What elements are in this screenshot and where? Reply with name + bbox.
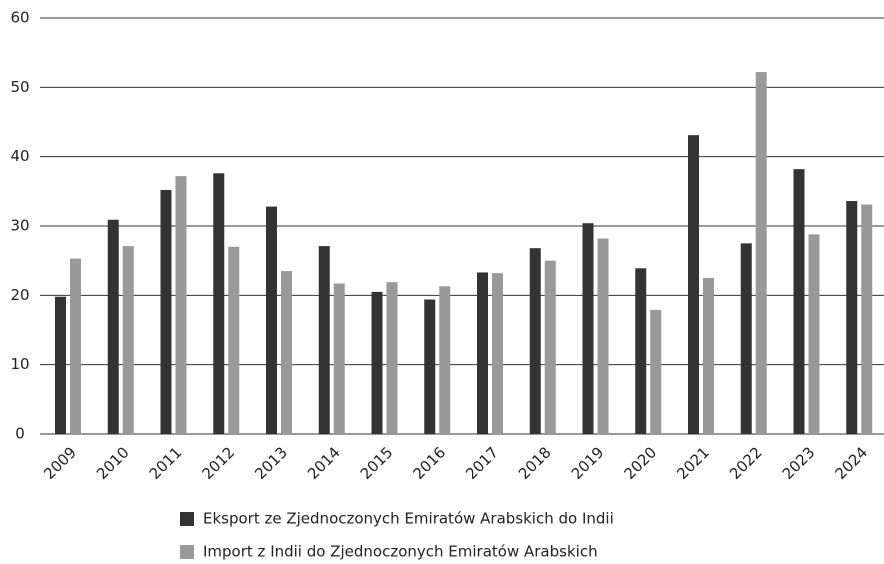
- bar: [318, 246, 330, 434]
- bar: [529, 248, 541, 434]
- x-tick-label: 2022: [726, 443, 766, 483]
- y-tick-label: 30: [10, 217, 29, 235]
- legend-swatch: [180, 512, 194, 526]
- bar: [160, 189, 172, 434]
- bar: [597, 238, 609, 434]
- x-tick-label: 2010: [93, 443, 133, 483]
- x-tick-label: 2019: [568, 443, 608, 483]
- bar: [281, 271, 292, 434]
- bar: [703, 278, 714, 434]
- bar: [688, 135, 699, 434]
- x-tick-label: 2021: [673, 443, 713, 483]
- bar: [793, 169, 805, 434]
- bar: [740, 243, 752, 434]
- bar: [846, 201, 858, 434]
- bar: [808, 234, 820, 434]
- x-tick-label: 2015: [357, 443, 397, 483]
- bar: [371, 291, 383, 434]
- y-tick-label: 10: [10, 355, 29, 373]
- bar: [333, 283, 345, 434]
- y-tick-label: 60: [10, 9, 29, 27]
- legend-label: Import z Indii do Zjednoczonych Emiratów…: [203, 543, 598, 561]
- bar: [439, 286, 451, 434]
- bar: [424, 299, 436, 434]
- legend-swatch: [180, 545, 194, 559]
- y-tick-label: 20: [10, 286, 29, 304]
- bar: [266, 206, 277, 434]
- x-tick-label: 2017: [462, 443, 502, 483]
- legend-label: Eksport ze Zjednoczonych Emiratów Arabsk…: [203, 510, 614, 528]
- x-tick-label: 2009: [40, 443, 80, 483]
- bar: [70, 258, 81, 434]
- y-tick-label: 50: [10, 78, 29, 96]
- bar: [228, 246, 240, 434]
- bar: [477, 272, 488, 434]
- x-tick-label: 2011: [146, 443, 186, 483]
- x-tick-label: 2023: [779, 443, 819, 483]
- x-tick-label: 2013: [251, 443, 291, 483]
- bar: [55, 296, 66, 434]
- x-tick-label: 2014: [304, 443, 344, 483]
- bar: [755, 72, 767, 434]
- bar: [582, 223, 594, 434]
- bar: [386, 282, 398, 434]
- x-tick-label: 2024: [832, 443, 872, 483]
- bar: [492, 273, 503, 434]
- bar: [650, 309, 662, 434]
- bar: [107, 219, 119, 434]
- bar: [213, 173, 225, 434]
- x-tick-label: 2012: [199, 443, 239, 483]
- x-tick-label: 2020: [621, 443, 661, 483]
- x-tick-label: 2018: [515, 443, 555, 483]
- bar: [861, 204, 873, 434]
- y-tick-label: 0: [15, 425, 25, 443]
- bar: [635, 268, 647, 434]
- bar: [175, 176, 187, 434]
- y-tick-label: 40: [10, 147, 29, 165]
- bar: [122, 246, 134, 434]
- bar: [544, 260, 556, 434]
- x-tick-label: 2016: [410, 443, 450, 483]
